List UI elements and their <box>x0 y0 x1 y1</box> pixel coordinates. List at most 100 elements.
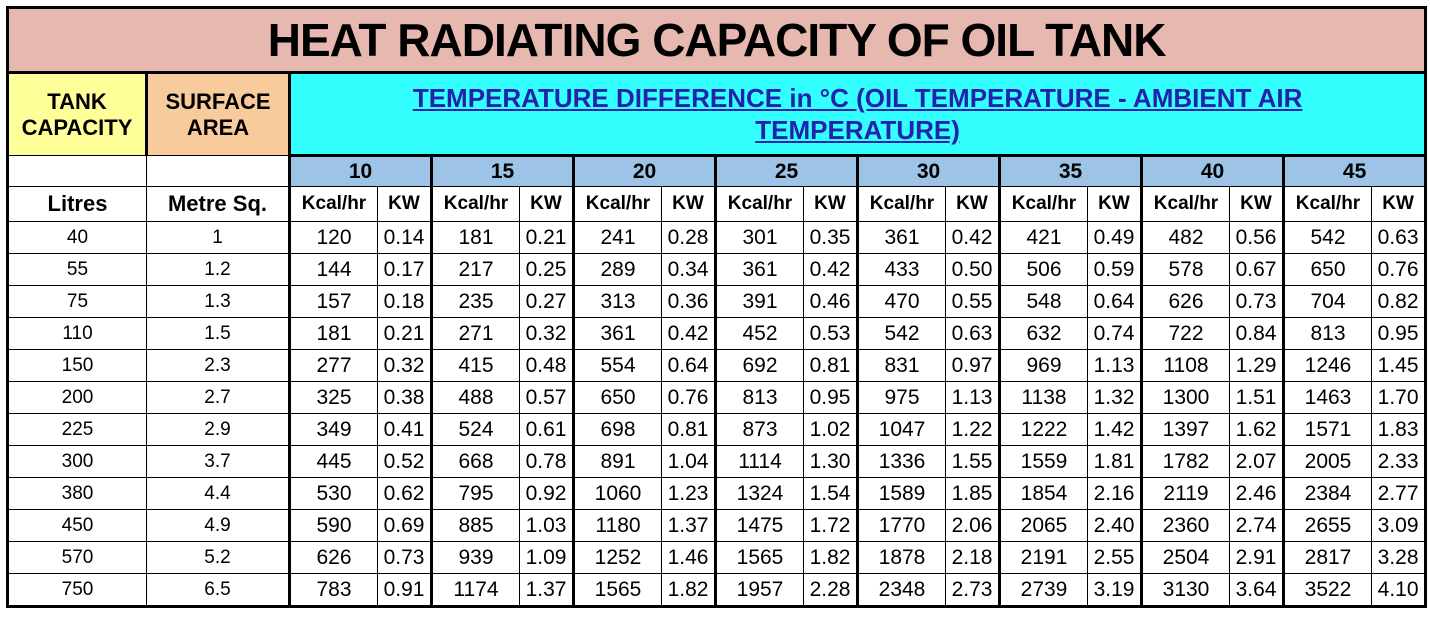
kcal-value: 1222 <box>999 413 1088 446</box>
kw-value: 1.22 <box>945 413 1001 446</box>
kcal-value: 1138 <box>999 381 1088 414</box>
kw-value: 1.37 <box>519 573 575 607</box>
kcal-value: 482 <box>1141 221 1230 254</box>
title: HEAT RADIATING CAPACITY OF OIL TANK <box>6 7 1427 74</box>
kw-value: 1.82 <box>661 573 717 607</box>
kw-value: 1.45 <box>1370 349 1428 382</box>
data-row: 40 1 120 0.14 181 0.21 241 0.28 301 0.35 361 0.42 42… <box>7 221 1428 254</box>
kw-value: 0.53 <box>803 317 859 350</box>
unit-kcal: Kcal/hr <box>857 186 946 222</box>
kcal-value: 2384 <box>1283 477 1372 510</box>
kcal-value: 2504 <box>1141 541 1230 574</box>
kcal-value: 524 <box>431 413 520 446</box>
kw-value: 2.55 <box>1087 541 1143 574</box>
kcal-value: 831 <box>857 349 946 382</box>
surface-area: 1 <box>146 221 291 254</box>
kcal-value: 626 <box>289 541 378 574</box>
kcal-value: 722 <box>1141 317 1230 350</box>
kw-value: 2.91 <box>1229 541 1285 574</box>
tank-capacity: 380 <box>7 477 147 510</box>
kw-value: 3.64 <box>1229 573 1285 607</box>
tank-capacity: 55 <box>7 253 147 286</box>
kw-value: 0.64 <box>1087 285 1143 318</box>
kcal-value: 313 <box>573 285 662 318</box>
kcal-value: 361 <box>573 317 662 350</box>
tank-capacity-header: TANK CAPACITY <box>7 72 148 156</box>
kcal-value: 181 <box>431 221 520 254</box>
kcal-value: 1114 <box>715 445 804 478</box>
kcal-value: 241 <box>573 221 662 254</box>
data-row: 450 4.9 590 0.69 885 1.03 1180 1.37 1475 1.72 1770… <box>7 509 1428 542</box>
unit-kcal: Kcal/hr <box>715 186 804 222</box>
kw-value: 0.34 <box>661 253 717 286</box>
capacity-table: HEAT RADIATING CAPACITY OF OIL TANK TANK … <box>6 6 1428 608</box>
kcal-value: 2005 <box>1283 445 1372 478</box>
kw-value: 0.63 <box>1370 221 1428 254</box>
kw-value: 0.18 <box>377 285 433 318</box>
kcal-value: 542 <box>1283 221 1372 254</box>
kw-value: 0.42 <box>945 221 1001 254</box>
kcal-value: 542 <box>857 317 946 350</box>
kcal-value: 181 <box>289 317 378 350</box>
kw-value: 0.91 <box>377 573 433 607</box>
data-row: 200 2.7 325 0.38 488 0.57 650 0.76 813 0.95 975 1.1… <box>7 381 1428 414</box>
kcal-value: 692 <box>715 349 804 382</box>
kcal-value: 325 <box>289 381 378 414</box>
kw-value: 2.28 <box>803 573 859 607</box>
kw-value: 0.35 <box>803 221 859 254</box>
temperature-value: 25 <box>715 155 859 187</box>
kcal-value: 421 <box>999 221 1088 254</box>
tank-capacity: 75 <box>7 285 147 318</box>
kw-value: 0.97 <box>945 349 1001 382</box>
data-row: 225 2.9 349 0.41 524 0.61 698 0.81 873 1.02 1047 1.… <box>7 413 1428 446</box>
kcal-value: 1565 <box>715 541 804 574</box>
kw-value: 1.81 <box>1087 445 1143 478</box>
kcal-value: 650 <box>573 381 662 414</box>
kw-value: 0.21 <box>519 221 575 254</box>
kcal-value: 1770 <box>857 509 946 542</box>
kw-value: 1.72 <box>803 509 859 542</box>
kw-value: 1.42 <box>1087 413 1143 446</box>
unit-kw: KW <box>1087 186 1143 222</box>
kcal-value: 1324 <box>715 477 804 510</box>
data-row: 75 1.3 157 0.18 235 0.27 313 0.36 391 0.46 470 0.55… <box>7 285 1428 318</box>
kcal-value: 668 <box>431 445 520 478</box>
kw-value: 0.63 <box>945 317 1001 350</box>
kcal-value: 2191 <box>999 541 1088 574</box>
kw-value: 0.50 <box>945 253 1001 286</box>
temperature-value: 45 <box>1282 155 1428 187</box>
kw-value: 0.95 <box>803 381 859 414</box>
kw-value: 0.92 <box>519 477 575 510</box>
kcal-value: 2065 <box>999 509 1088 542</box>
kcal-value: 2348 <box>857 573 946 607</box>
kw-value: 0.42 <box>803 253 859 286</box>
kcal-value: 1047 <box>857 413 946 446</box>
kw-value: 4.10 <box>1370 573 1428 607</box>
kw-value: 0.76 <box>661 381 717 414</box>
kw-value: 0.76 <box>1370 253 1428 286</box>
temperature-value: 20 <box>573 155 717 187</box>
kcal-value: 144 <box>289 253 378 286</box>
data-row: 110 1.5 181 0.21 271 0.32 361 0.42 452 0.53 542 0.6… <box>7 317 1428 350</box>
kw-value: 0.49 <box>1087 221 1143 254</box>
kw-value: 0.81 <box>803 349 859 382</box>
kw-value: 1.55 <box>945 445 1001 478</box>
kcal-value: 1174 <box>431 573 520 607</box>
kw-value: 0.32 <box>519 317 575 350</box>
kcal-value: 1060 <box>573 477 662 510</box>
tank-capacity: 40 <box>7 221 147 254</box>
tank-capacity: 570 <box>7 541 147 574</box>
temperature-value: 40 <box>1141 155 1285 187</box>
kcal-value: 590 <box>289 509 378 542</box>
data-row: 300 3.7 445 0.52 668 0.78 891 1.04 1114 1.30 1336 1… <box>7 445 1428 478</box>
kcal-value: 783 <box>289 573 378 607</box>
kcal-value: 891 <box>573 445 662 478</box>
kcal-value: 626 <box>1141 285 1230 318</box>
kcal-value: 939 <box>431 541 520 574</box>
surface-area: 4.9 <box>146 509 291 542</box>
kw-value: 2.18 <box>945 541 1001 574</box>
kw-value: 0.52 <box>377 445 433 478</box>
kcal-value: 361 <box>715 253 804 286</box>
kw-value: 0.57 <box>519 381 575 414</box>
kcal-value: 452 <box>715 317 804 350</box>
